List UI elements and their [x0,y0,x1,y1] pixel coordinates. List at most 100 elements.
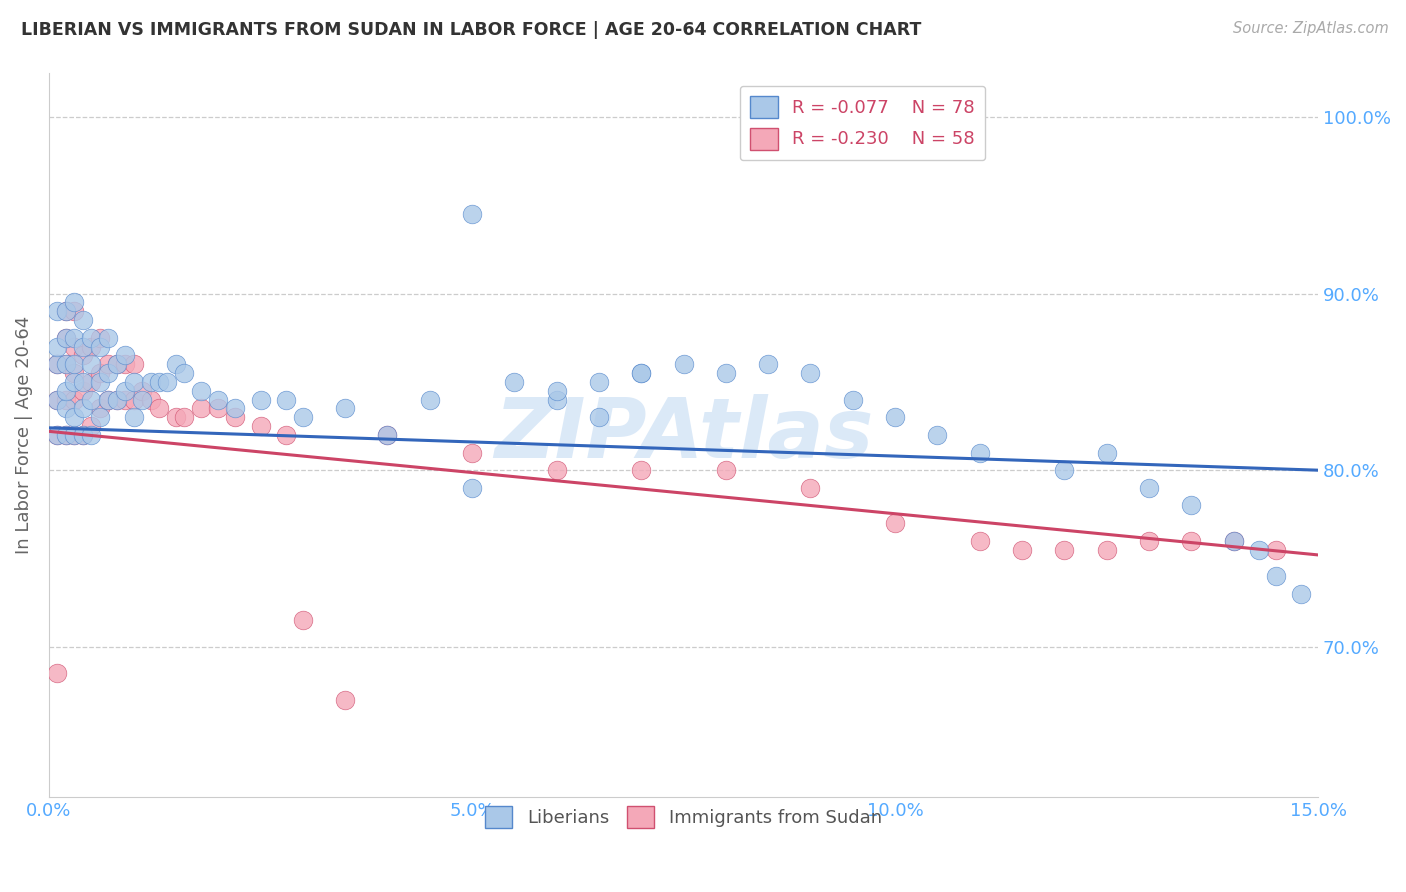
Point [588,410,610,425]
Point [105,357,128,371]
Legend: Liberians, Immigrants from Sudan: Liberians, Immigrants from Sudan [478,798,889,835]
Point [927,428,949,442]
Point [63,392,86,407]
Point [1137,481,1160,495]
Point [274,428,297,442]
Point [156,375,179,389]
Point [55,392,77,407]
Point [588,375,610,389]
Point [1264,542,1286,557]
Point [1222,533,1244,548]
Point [333,692,356,706]
Point [105,392,128,407]
Point [122,392,145,407]
Point [207,392,229,407]
Point [89,410,111,425]
Point [46,428,69,442]
Point [55,304,77,318]
Point [97,366,120,380]
Point [969,533,991,548]
Point [139,392,162,407]
Point [333,401,356,416]
Point [122,357,145,371]
Point [55,331,77,345]
Point [139,375,162,389]
Point [89,401,111,416]
Point [72,428,94,442]
Point [80,375,103,389]
Point [1011,542,1033,557]
Point [461,445,484,459]
Point [105,357,128,371]
Point [884,410,907,425]
Point [80,340,103,354]
Point [55,357,77,371]
Text: Source: ZipAtlas.com: Source: ZipAtlas.com [1233,21,1389,36]
Point [114,384,136,398]
Point [672,357,695,371]
Point [55,384,77,398]
Point [1247,542,1270,557]
Text: LIBERIAN VS IMMIGRANTS FROM SUDAN IN LABOR FORCE | AGE 20-64 CORRELATION CHART: LIBERIAN VS IMMIGRANTS FROM SUDAN IN LAB… [21,21,921,38]
Point [89,366,111,380]
Point [122,410,145,425]
Point [630,463,652,477]
Point [46,666,69,681]
Point [224,401,246,416]
Point [165,357,187,371]
Point [55,428,77,442]
Point [46,392,69,407]
Point [114,392,136,407]
Point [756,357,779,371]
Point [63,357,86,371]
Point [461,481,484,495]
Point [173,410,195,425]
Point [63,410,86,425]
Point [89,375,111,389]
Point [89,331,111,345]
Point [72,384,94,398]
Point [46,357,69,371]
Point [884,516,907,530]
Point [72,313,94,327]
Point [46,304,69,318]
Point [105,392,128,407]
Point [80,357,103,371]
Point [80,428,103,442]
Point [63,375,86,389]
Point [503,375,526,389]
Point [63,428,86,442]
Point [165,410,187,425]
Point [55,401,77,416]
Point [249,392,271,407]
Point [799,366,821,380]
Point [207,401,229,416]
Point [63,295,86,310]
Point [122,375,145,389]
Text: ZIPAtlas: ZIPAtlas [494,394,873,475]
Point [546,463,568,477]
Point [55,331,77,345]
Y-axis label: In Labor Force | Age 20-64: In Labor Force | Age 20-64 [15,316,32,554]
Point [55,357,77,371]
Point [80,419,103,434]
Point [1095,542,1118,557]
Point [249,419,271,434]
Point [714,463,737,477]
Point [799,481,821,495]
Point [63,340,86,354]
Point [72,340,94,354]
Point [97,392,120,407]
Point [114,348,136,362]
Point [148,375,170,389]
Point [46,340,69,354]
Point [1137,533,1160,548]
Point [173,366,195,380]
Point [291,410,314,425]
Point [1289,587,1312,601]
Point [1180,533,1202,548]
Point [131,392,153,407]
Point [224,410,246,425]
Point [1095,445,1118,459]
Point [97,392,120,407]
